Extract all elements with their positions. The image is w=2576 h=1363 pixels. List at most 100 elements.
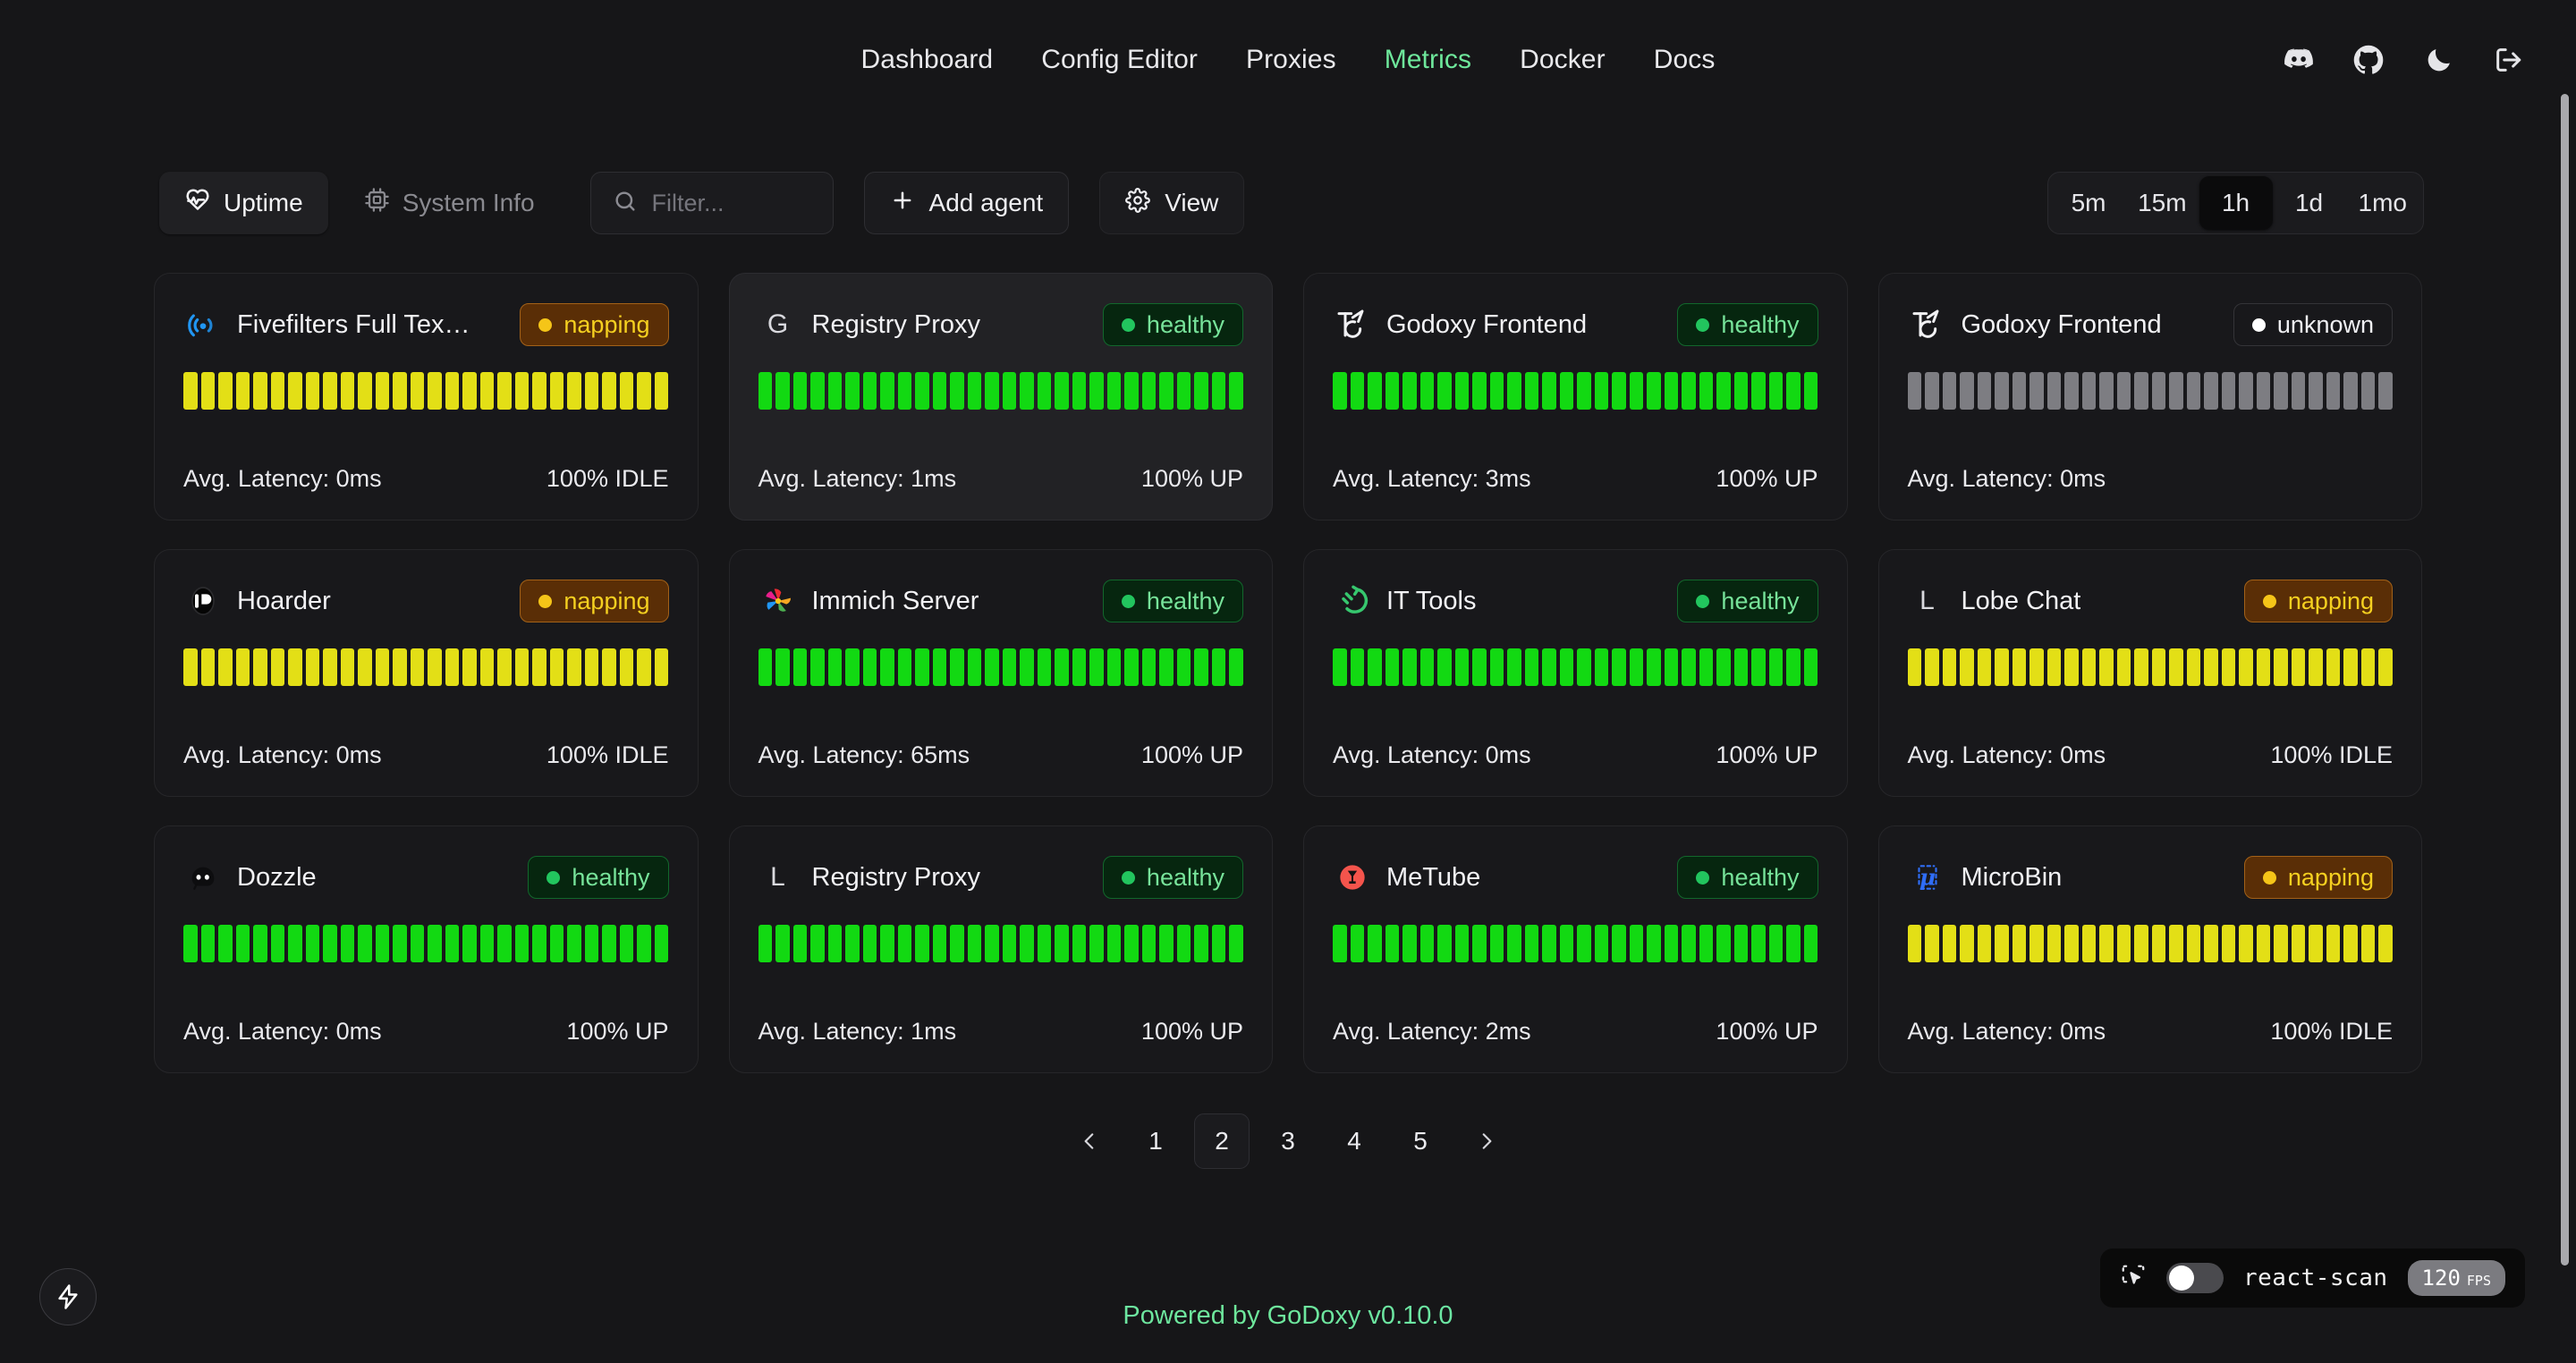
uptime-bar[interactable] [2186, 372, 2201, 410]
uptime-bar[interactable] [445, 925, 460, 962]
uptime-bar[interactable] [2151, 372, 2166, 410]
uptime-bar[interactable] [1194, 648, 1208, 686]
uptime-bar[interactable] [2239, 925, 2253, 962]
uptime-bar[interactable] [340, 372, 355, 410]
uptime-bar[interactable] [1733, 372, 1749, 410]
uptime-bar[interactable] [1977, 648, 1992, 686]
service-card[interactable]: μ MicroBin napping Avg. Latency: 0ms 100% ID… [1877, 825, 2422, 1073]
uptime-bar[interactable] [915, 925, 929, 962]
uptime-bar[interactable] [792, 925, 808, 962]
uptime-bar[interactable] [1768, 925, 1784, 962]
uptime-bar[interactable] [2204, 648, 2218, 686]
service-card[interactable]: Godoxy Frontend healthy Avg. Latency: 3ms 1… [1303, 273, 1848, 521]
uptime-bar[interactable] [1002, 925, 1017, 962]
uptime-bar[interactable] [1454, 648, 1470, 686]
uptime-bar[interactable] [1960, 372, 1974, 410]
uptime-bar[interactable] [2012, 925, 2027, 962]
uptime-bar[interactable] [1211, 925, 1226, 962]
uptime-bar[interactable] [305, 925, 320, 962]
uptime-bar[interactable] [1419, 372, 1435, 410]
uptime-bar[interactable] [1368, 648, 1382, 686]
uptime-bar[interactable] [1333, 925, 1347, 962]
uptime-bar[interactable] [1454, 372, 1470, 410]
uptime-bar[interactable] [497, 372, 512, 410]
uptime-bar[interactable] [1194, 925, 1208, 962]
uptime-bar[interactable] [2291, 372, 2306, 410]
uptime-bar[interactable] [1072, 925, 1087, 962]
filter-field[interactable] [589, 172, 834, 234]
uptime-bar[interactable] [2099, 648, 2114, 686]
uptime-bar[interactable] [1489, 925, 1504, 962]
range-15m[interactable]: 15m [2138, 189, 2187, 216]
uptime-bar[interactable] [1647, 925, 1661, 962]
uptime-bar[interactable] [2256, 372, 2271, 410]
uptime-bar[interactable] [1559, 925, 1574, 962]
uptime-bar[interactable] [2134, 372, 2148, 410]
uptime-bar[interactable] [2029, 372, 2044, 410]
uptime-bar[interactable] [1055, 925, 1069, 962]
uptime-bar[interactable] [1211, 372, 1226, 410]
uptime-bar[interactable] [2343, 648, 2358, 686]
uptime-bar[interactable] [1419, 648, 1435, 686]
uptime-bar[interactable] [393, 648, 407, 686]
uptime-bar[interactable] [2169, 372, 2183, 410]
uptime-bar[interactable] [2012, 648, 2027, 686]
uptime-bar[interactable] [428, 648, 442, 686]
uptime-bar[interactable] [1141, 372, 1157, 410]
service-card[interactable]: Fivefilters Full Tex… napping Avg. Latency… [154, 273, 699, 521]
uptime-bar[interactable] [532, 648, 547, 686]
uptime-bar[interactable] [862, 648, 877, 686]
uptime-bar[interactable] [183, 648, 198, 686]
uptime-bar[interactable] [323, 925, 337, 962]
uptime-bar[interactable] [2012, 372, 2027, 410]
uptime-bar[interactable] [1072, 648, 1087, 686]
uptime-bar[interactable] [2204, 925, 2218, 962]
uptime-bar[interactable] [2378, 925, 2393, 962]
uptime-bar[interactable] [1437, 925, 1452, 962]
uptime-bar[interactable] [1437, 372, 1452, 410]
uptime-bar[interactable] [1682, 925, 1696, 962]
uptime-bar[interactable] [479, 925, 495, 962]
uptime-bar[interactable] [1159, 372, 1174, 410]
uptime-bar[interactable] [1542, 372, 1556, 410]
uptime-bar[interactable] [288, 648, 302, 686]
service-card[interactable]: MeTube healthy Avg. Latency: 2ms 100% UP [1303, 825, 1848, 1073]
uptime-bar[interactable] [1002, 372, 1017, 410]
uptime-bar[interactable] [1385, 372, 1400, 410]
uptime-bar[interactable] [775, 372, 790, 410]
uptime-bar[interactable] [305, 648, 320, 686]
uptime-bar[interactable] [1089, 372, 1104, 410]
uptime-bar[interactable] [497, 648, 512, 686]
page-button-1[interactable]: 1 [1148, 1127, 1163, 1155]
uptime-bar[interactable] [1507, 648, 1521, 686]
uptime-bar[interactable] [358, 925, 372, 962]
uptime-bar[interactable] [985, 372, 999, 410]
uptime-bar[interactable] [445, 648, 460, 686]
uptime-bar[interactable] [584, 372, 599, 410]
uptime-bar[interactable] [2343, 372, 2358, 410]
nav-item-config-editor[interactable]: Config Editor [1041, 45, 1198, 74]
uptime-bar[interactable] [1072, 372, 1087, 410]
uptime-bar[interactable] [758, 925, 773, 962]
uptime-bar[interactable] [1751, 648, 1766, 686]
uptime-bar[interactable] [1803, 925, 1818, 962]
uptime-bar[interactable] [1176, 648, 1191, 686]
react-scan-toggle[interactable] [2166, 1263, 2224, 1293]
uptime-bar[interactable] [479, 372, 495, 410]
uptime-bar[interactable] [479, 648, 495, 686]
uptime-bar[interactable] [2221, 372, 2236, 410]
uptime-bar[interactable] [428, 925, 442, 962]
uptime-bar[interactable] [1507, 372, 1521, 410]
uptime-bar[interactable] [1542, 648, 1556, 686]
uptime-bar[interactable] [1089, 648, 1104, 686]
uptime-bar[interactable] [567, 372, 581, 410]
uptime-bar[interactable] [758, 648, 773, 686]
uptime-bar[interactable] [1524, 372, 1539, 410]
uptime-bar[interactable] [915, 648, 929, 686]
uptime-bar[interactable] [1524, 925, 1539, 962]
uptime-bar[interactable] [1489, 648, 1504, 686]
uptime-bar[interactable] [1682, 372, 1696, 410]
uptime-bar[interactable] [2239, 648, 2253, 686]
uptime-bar[interactable] [897, 372, 912, 410]
uptime-bar[interactable] [1577, 925, 1591, 962]
